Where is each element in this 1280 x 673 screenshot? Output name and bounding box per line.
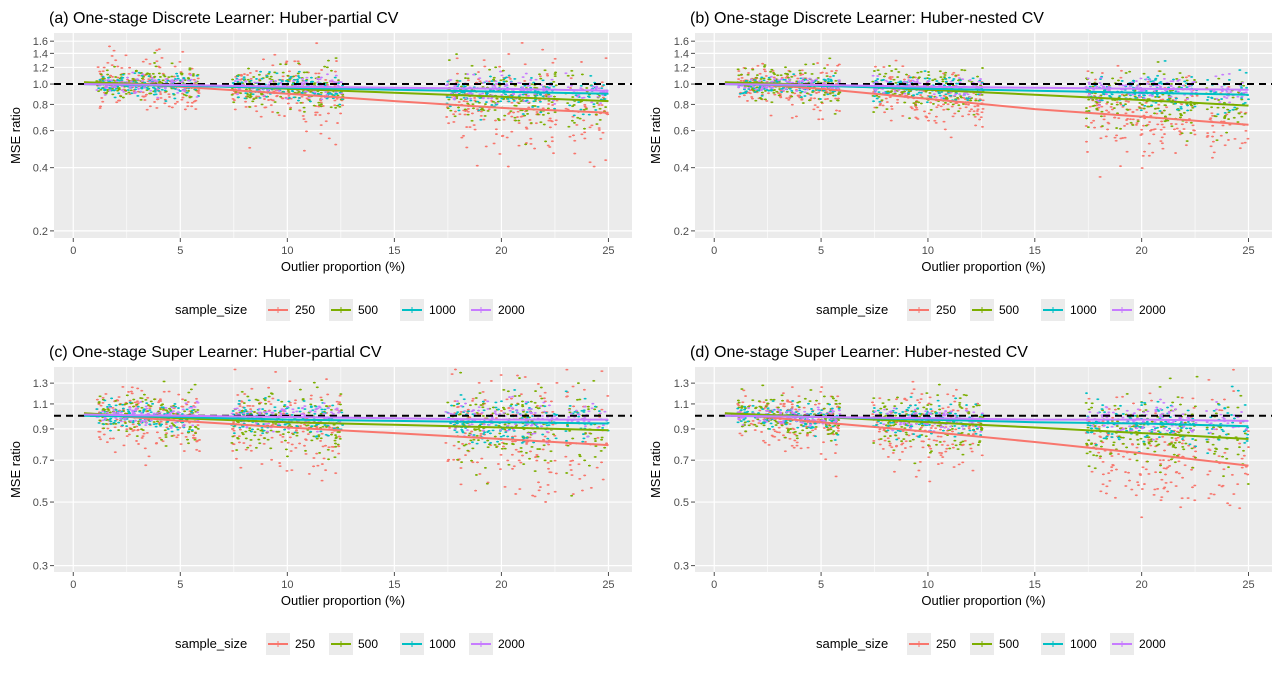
y-tick-label: 1.2 xyxy=(33,62,48,74)
legend-label-250: 250 xyxy=(295,303,315,317)
y-tick-label: 1.6 xyxy=(33,36,48,48)
legend-label-2000: 2000 xyxy=(498,303,525,317)
plot-panel xyxy=(54,33,632,238)
x-tick-label: 20 xyxy=(495,245,507,257)
legend-title: sample_size xyxy=(175,302,247,317)
y-tick-label: 0.2 xyxy=(33,226,48,238)
plot-panel xyxy=(695,33,1272,238)
legend-label-1000: 1000 xyxy=(429,303,456,317)
legend: sample_size 250 500 1000 2000 xyxy=(175,299,525,321)
x-tick-label: 15 xyxy=(388,245,400,257)
x-tick-label: 0 xyxy=(70,245,76,257)
x-tick-label: 25 xyxy=(602,245,614,257)
y-tick-label: 0.4 xyxy=(33,163,48,175)
x-tick-label: 5 xyxy=(177,245,183,257)
panel-1: (a) One-stage Discrete Learner: Huber-pa… xyxy=(8,10,632,321)
y-tick-label: 1.0 xyxy=(33,79,48,91)
chart-title: (b) One-stage Discrete Learner: Huber-ne… xyxy=(690,10,1044,27)
legend-label-500: 500 xyxy=(358,303,378,317)
y-axis-title: MSE ratio xyxy=(8,107,23,164)
y-tick-label: 0.8 xyxy=(33,99,48,111)
x-tick-label: 10 xyxy=(281,245,293,257)
chart-title: (a) One-stage Discrete Learner: Huber-pa… xyxy=(49,10,399,27)
y-tick-label: 0.6 xyxy=(33,126,48,138)
y-tick-label: 1.4 xyxy=(33,48,48,60)
panel-2: (b) One-stage Discrete Learner: Huber-ne… xyxy=(648,10,1272,321)
x-axis-title: Outlier proportion (%) xyxy=(281,259,405,274)
